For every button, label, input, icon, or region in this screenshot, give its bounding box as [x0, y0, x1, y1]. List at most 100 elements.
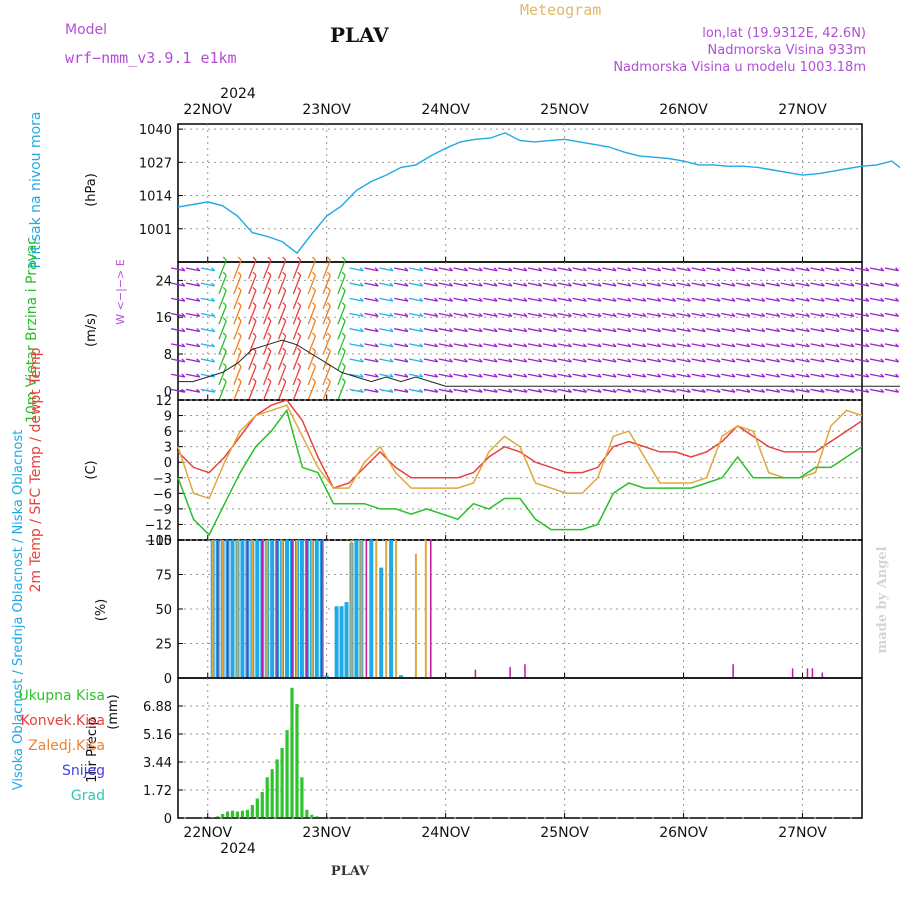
wind-vector-head — [463, 358, 468, 363]
wind-vector — [322, 274, 331, 295]
wind-vector — [631, 312, 646, 317]
wind-vector — [262, 259, 272, 279]
wind-vector-head — [181, 358, 186, 363]
wind-vector-head — [835, 282, 840, 287]
wind-vector — [394, 388, 409, 393]
wind-vector — [423, 358, 438, 363]
wind-vector — [765, 267, 780, 272]
wind-vector-head — [341, 362, 346, 367]
wind-vector-head — [582, 282, 587, 287]
wind-vector-head — [686, 297, 691, 302]
wind-vector — [557, 343, 572, 348]
wind-vector — [631, 388, 646, 393]
wind-vector-head — [493, 358, 498, 363]
wind-vector — [676, 267, 691, 272]
wind-vector-head — [449, 297, 453, 302]
wind-vector — [825, 388, 840, 393]
wind-vector-head — [211, 297, 216, 302]
wind-vector-head — [716, 267, 721, 272]
model-label: Model — [65, 22, 107, 38]
wind-vector-head — [326, 332, 331, 337]
wind-vector — [527, 358, 542, 363]
wind-vector-head — [835, 373, 840, 378]
wind-vector-head — [805, 312, 810, 317]
wind-vector-head — [850, 343, 855, 348]
wind-vector-head — [568, 388, 572, 393]
wind-vector — [840, 312, 855, 317]
wind-vector — [542, 312, 557, 317]
y-tick-label: 1040 — [139, 123, 172, 138]
wind-vector — [513, 267, 527, 272]
wind-vector — [483, 282, 498, 287]
wind-vector — [423, 297, 438, 302]
wind-vector — [869, 282, 884, 287]
wind-vector-head — [359, 358, 364, 363]
wind-vector-head — [553, 343, 558, 348]
wind-vector — [542, 388, 557, 393]
wind-vector-head — [341, 302, 346, 307]
wind-vector — [736, 312, 751, 317]
wind-vector — [349, 297, 364, 302]
wind-vector-head — [267, 332, 272, 337]
wind-vector-head — [297, 347, 302, 352]
wind-vector-head — [326, 286, 331, 291]
precip-ylabel: 1hr Precip — [85, 717, 100, 783]
wind-vector-head — [404, 312, 409, 317]
wind-vector-head — [865, 312, 870, 317]
high-cloud-bar — [399, 675, 404, 678]
high-cloud-bar — [230, 540, 235, 678]
wind-vector-head — [701, 328, 706, 332]
wind-vector — [364, 312, 379, 317]
wind-vector — [706, 328, 721, 333]
wind-vector-head — [222, 302, 227, 307]
wind-vector-head — [746, 267, 751, 272]
wind-vector-head — [434, 343, 439, 348]
wind-vector — [736, 358, 751, 363]
low-cloud-bar — [261, 540, 264, 678]
wind-vector — [185, 297, 200, 302]
wind-vector — [855, 388, 869, 393]
wind-vector-head — [553, 297, 558, 302]
y-tick-label: 50 — [155, 603, 172, 618]
precip-legend-item: Snijeg — [62, 763, 105, 779]
precip-bar — [260, 791, 264, 818]
wind-vector — [825, 282, 840, 287]
wind-vector — [394, 267, 409, 272]
wind-vector-head — [493, 373, 498, 378]
wind-vector-head — [493, 297, 498, 302]
wind-vector — [233, 335, 242, 355]
wind-speed-line — [178, 339, 900, 387]
wind-vector — [379, 358, 394, 363]
wind-vector — [631, 297, 646, 302]
wind-vector-head — [672, 297, 677, 302]
wind-vector — [408, 282, 423, 287]
wind-vector — [572, 358, 587, 363]
wind-vector — [200, 297, 215, 302]
wind-vector — [557, 328, 572, 333]
wind-vector — [364, 343, 379, 348]
pressure-panel: Pritisak na nivou mora (hPa) 1001 1014 102… — [28, 111, 900, 269]
mid-cloud-bar — [266, 540, 269, 678]
wind-vector-head — [478, 328, 483, 332]
wind-vector — [676, 312, 691, 317]
wind-vector-head — [523, 373, 528, 378]
wind-vector — [855, 267, 869, 272]
wind-vector — [307, 366, 317, 386]
wind-vector — [483, 267, 498, 272]
wind-vector — [602, 297, 617, 302]
wind-vector-head — [850, 282, 855, 287]
wind-vector-head — [672, 328, 677, 332]
wind-vector-head — [865, 358, 870, 363]
wind-vector-head — [746, 373, 751, 378]
wind-vector — [185, 312, 200, 317]
wind-vector-head — [761, 312, 766, 317]
wind-vector — [602, 282, 617, 287]
wind-vector — [706, 373, 721, 378]
bottom-year-label: 2024 — [220, 841, 256, 857]
wind-vector — [322, 335, 331, 355]
y-tick-label: 24 — [155, 274, 172, 289]
wind-vector — [691, 328, 706, 333]
wind-vector-head — [716, 388, 721, 393]
wind-vector-head — [776, 267, 781, 272]
wind-vector — [277, 335, 287, 355]
